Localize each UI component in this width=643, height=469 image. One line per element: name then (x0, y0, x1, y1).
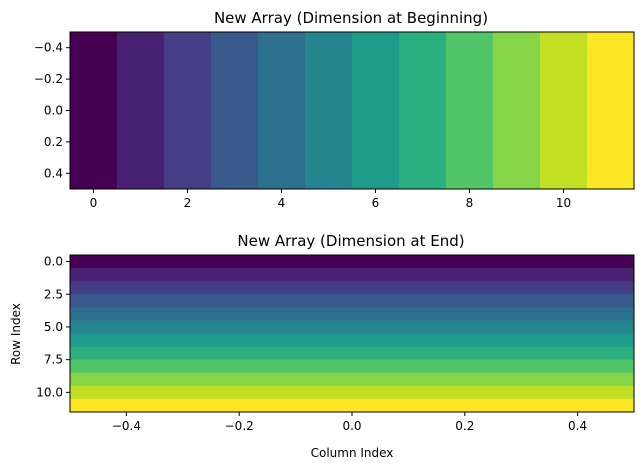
chart-top-cell (117, 32, 165, 189)
chart-top-cell (446, 32, 494, 189)
chart-bottom-cell (70, 255, 634, 269)
chart-top-cell (164, 32, 212, 189)
chart-top-cell (540, 32, 588, 189)
chart-bottom-cell (70, 385, 634, 400)
chart-bottom-y-tick-label: 7.5 (44, 353, 63, 367)
chart-top-y-tick-label: 0.2 (44, 135, 63, 149)
chart-bottom-cell (70, 281, 634, 295)
chart-bottom-x-tick-label: −0.4 (112, 419, 141, 433)
chart-top-cell (70, 32, 118, 189)
chart-bottom-x-label: Column Index (311, 446, 394, 460)
chart-bottom-title: New Array (Dimension at End) (237, 232, 464, 250)
chart-top-x-tick-label: 10 (556, 196, 571, 210)
chart-bottom-cell (70, 398, 634, 413)
chart-top-x-tick-label: 8 (466, 196, 474, 210)
chart-bottom-y-label: Row Index (9, 303, 23, 365)
chart-bottom-cell (70, 307, 634, 321)
chart-bottom-x-ticks: −0.4 −0.2 0.0 0.2 0.4 (112, 412, 587, 433)
chart-bottom-cell (70, 359, 634, 374)
chart-top-x-ticks: 0 2 4 6 8 10 (90, 189, 571, 210)
chart-top-cell (493, 32, 541, 189)
chart-top-y-tick-label: −0.2 (34, 72, 63, 86)
chart-top-y-ticks: −0.4 −0.2 0.0 0.2 0.4 (34, 41, 70, 180)
chart-top-title: New Array (Dimension at Beginning) (214, 9, 488, 27)
chart-bottom-cell (70, 372, 634, 387)
chart-top-cell (258, 32, 306, 189)
chart-bottom: New Array (Dimension at End) −0.4 −0.2 0.0… (9, 232, 635, 460)
chart-top-x-tick-label: 2 (184, 196, 192, 210)
chart-top-y-tick-label: −0.4 (34, 41, 63, 55)
chart-bottom-y-tick-label: 10.0 (36, 385, 63, 399)
chart-bottom-x-tick-label: 0.4 (568, 419, 587, 433)
chart-top-cells (70, 32, 635, 189)
chart-top: New Array (Dimension at Beginning) 0 2 4 6 8… (34, 9, 635, 210)
chart-bottom-x-tick-label: 0.0 (342, 419, 361, 433)
chart-top-cell (211, 32, 259, 189)
chart-bottom-y-tick-label: 2.5 (44, 287, 63, 301)
chart-bottom-y-ticks: 0.0 2.5 5.0 7.5 10.0 (36, 255, 70, 399)
chart-bottom-cell (70, 346, 634, 361)
chart-bottom-cell (70, 320, 634, 334)
chart-top-x-tick-label: 0 (90, 196, 98, 210)
chart-bottom-y-tick-label: 0.0 (44, 255, 63, 269)
chart-bottom-cell (70, 268, 634, 282)
chart-bottom-cell (70, 294, 634, 308)
chart-top-x-tick-label: 6 (372, 196, 380, 210)
chart-bottom-cells (70, 255, 634, 413)
chart-top-cell (587, 32, 635, 189)
chart-top-x-tick-label: 4 (278, 196, 286, 210)
chart-top-cell (352, 32, 400, 189)
chart-bottom-x-tick-label: −0.2 (225, 419, 254, 433)
chart-top-y-tick-label: 0.0 (44, 104, 63, 118)
chart-top-cell (399, 32, 447, 189)
chart-bottom-cell (70, 333, 634, 348)
chart-top-cell (305, 32, 353, 189)
chart-top-y-tick-label: 0.4 (44, 166, 63, 180)
chart-bottom-y-tick-label: 5.0 (44, 320, 63, 334)
chart-bottom-x-tick-label: 0.2 (455, 419, 474, 433)
